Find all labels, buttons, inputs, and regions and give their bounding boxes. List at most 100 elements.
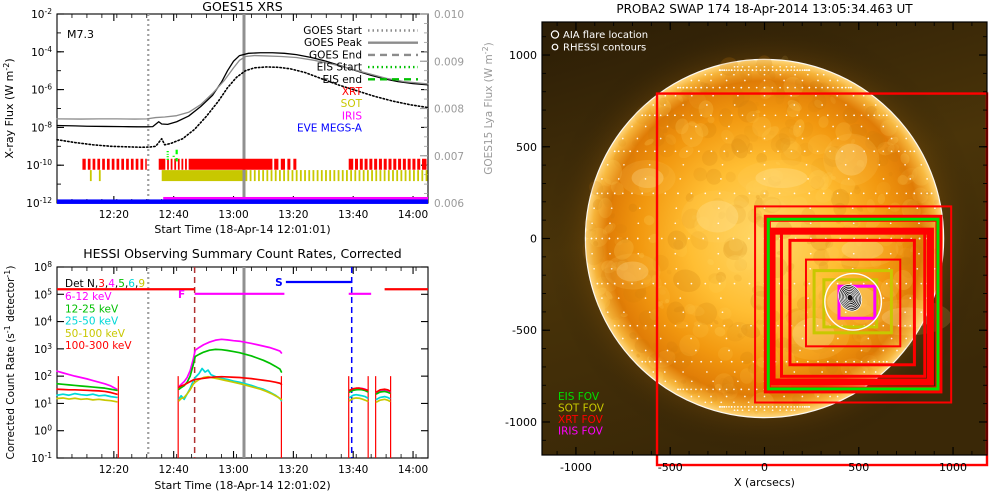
grid-dot — [721, 163, 724, 166]
grid-dot — [621, 192, 624, 195]
obs-bar-sot — [287, 170, 290, 182]
texture-blob — [706, 168, 722, 185]
texture-blob — [659, 289, 666, 295]
texture-blob — [714, 326, 726, 337]
texture-blob — [834, 143, 857, 164]
fov-box-eis-fov — [766, 217, 940, 391]
texture-blob — [849, 123, 868, 137]
obs-bar-sot — [371, 170, 373, 182]
grid-dot — [653, 150, 656, 153]
obs-bar-sot — [379, 170, 382, 182]
obs-bar-sot — [299, 170, 302, 182]
grid-dot — [779, 409, 781, 412]
grid-dot — [648, 311, 651, 314]
grid-dot — [882, 297, 885, 299]
texture-blob — [843, 151, 851, 159]
texture-blob — [707, 116, 715, 124]
texture-blob — [684, 303, 696, 315]
grid-dot — [847, 86, 850, 89]
grid-dot — [700, 86, 703, 89]
grid-dot — [763, 178, 766, 180]
grid-dot — [882, 360, 885, 363]
texture-blob — [610, 317, 620, 329]
texture-blob — [817, 82, 830, 95]
texture-blob — [790, 196, 808, 214]
grid-dot — [794, 86, 796, 89]
obs-bar-xrt — [170, 158, 173, 170]
texture-blob — [721, 129, 735, 144]
obs-bar-xrt — [407, 158, 411, 170]
grid-dot — [674, 360, 676, 363]
obs-bar-xrt — [374, 158, 378, 170]
grid-dot — [904, 311, 906, 314]
grid-dot — [783, 69, 785, 71]
grid-dot — [836, 114, 839, 117]
grid-dot — [767, 69, 770, 71]
svg-text:10-8: 10-8 — [31, 120, 52, 134]
obs-bar-xrt — [181, 158, 184, 170]
grid-dot — [725, 406, 728, 408]
texture-blob — [618, 139, 627, 147]
texture-blob — [689, 103, 706, 122]
texture-blob — [756, 319, 764, 325]
texture-blob — [708, 275, 727, 293]
grid-dot — [850, 86, 852, 89]
obs-bar-sot — [253, 170, 256, 182]
texture-blob — [675, 321, 689, 329]
grid-dot — [733, 406, 736, 408]
hessi-xtick-label: 12:40 — [159, 464, 189, 476]
grid-dot — [808, 86, 811, 89]
grid-dot — [720, 360, 723, 363]
grid-dot — [686, 150, 688, 153]
texture-blob — [775, 137, 791, 151]
grid-dot — [826, 114, 829, 117]
texture-blob — [652, 342, 657, 348]
hessi-legend-2: 25-50 keV — [65, 316, 119, 328]
svg-text:100: 100 — [34, 424, 52, 438]
texture-blob — [731, 134, 750, 154]
grid-dot — [698, 79, 700, 82]
grid-dot — [641, 282, 644, 285]
grid-dot — [750, 150, 752, 153]
texture-blob — [870, 254, 882, 268]
texture-blob — [854, 185, 860, 190]
obs-bar-sot — [337, 170, 340, 182]
goes-legend-label-5: XRT — [342, 86, 363, 98]
texture-blob — [899, 256, 915, 270]
hessi-series-3-3 — [375, 398, 391, 403]
texture-blob — [594, 287, 607, 296]
grid-dot — [821, 104, 823, 106]
fov-box-sot-fov-2 — [822, 278, 879, 329]
grid-dot — [682, 311, 685, 314]
texture-blob — [808, 170, 829, 190]
grid-dot — [659, 137, 662, 140]
texture-blob — [659, 97, 667, 106]
grid-dot — [659, 114, 662, 117]
texture-blob — [735, 209, 743, 217]
texture-blob — [778, 126, 797, 145]
grid-dot — [660, 237, 663, 240]
grid-dot — [763, 207, 766, 210]
obs-bar-sot — [291, 170, 294, 182]
grid-dot — [763, 94, 766, 97]
hessi-series-4-0 — [56, 388, 118, 395]
texture-blob — [856, 334, 862, 340]
grid-dot — [636, 337, 639, 340]
obs-bar-xrt — [188, 158, 273, 170]
grid-dot — [920, 192, 923, 195]
grid-dot — [860, 114, 863, 117]
svg-text:Corrected Count Rate (s-1 dete: Corrected Count Rate (s-1 detector-1) — [3, 265, 17, 459]
grid-dot — [725, 388, 728, 391]
grid-dot — [733, 69, 736, 71]
grid-dot — [674, 252, 677, 255]
texture-blob — [628, 203, 638, 212]
texture-blob — [749, 223, 766, 238]
active-region-glow-6 — [604, 253, 661, 290]
hessi-series-4-1 — [178, 375, 283, 388]
texture-blob — [775, 161, 781, 166]
obs-bar-xrt — [422, 158, 427, 170]
grid-dot — [606, 163, 609, 166]
texture-blob — [857, 307, 869, 319]
hessi-legend-0: 6-12 keV — [65, 291, 112, 303]
grid-dot — [783, 395, 785, 398]
